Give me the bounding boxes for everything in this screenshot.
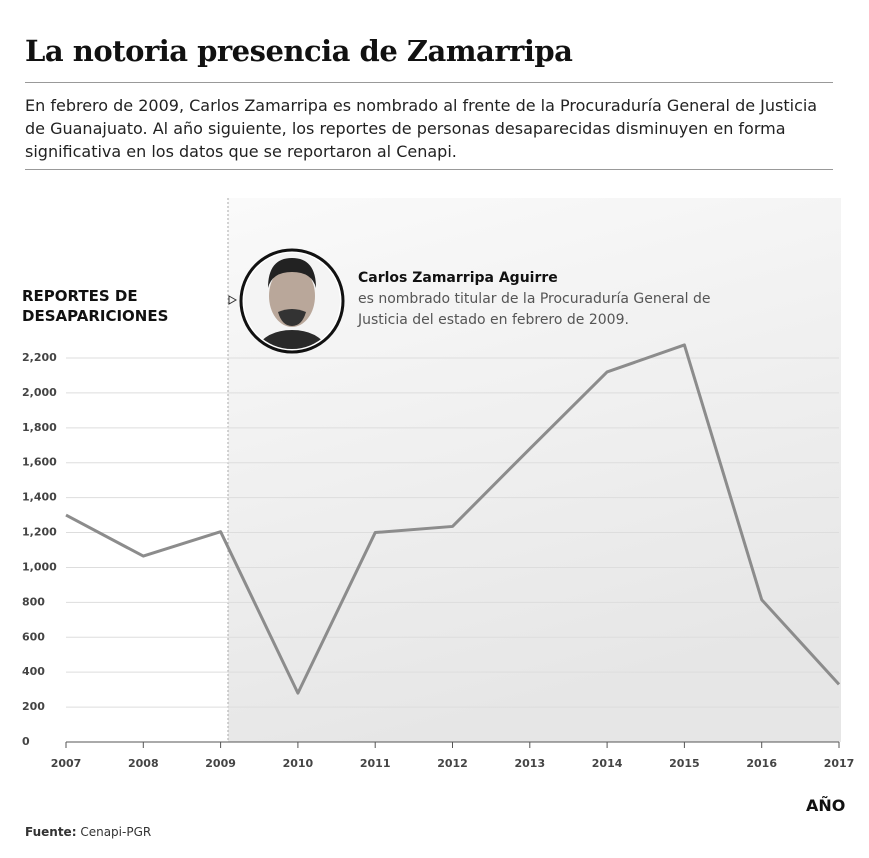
x-tick-label: 2012 [437,757,468,770]
chart-title: La notoria presencia de Zamarripa [25,34,573,68]
rule [25,82,833,83]
x-axis-label: AÑO [806,796,846,815]
y-tick-label: 0 [22,735,30,748]
source: Fuente: Cenapi-PGR [25,825,151,839]
x-tick-label: 2011 [360,757,391,770]
x-tick-label: 2014 [592,757,623,770]
y-tick-label: 2,000 [22,386,57,399]
x-tick-label: 2017 [824,757,855,770]
y-tick-label: 2,200 [22,351,57,364]
annotation: Carlos Zamarripa Aguirre es nombrado titu… [358,268,738,331]
subtitle: En febrero de 2009, Carlos Zamarripa es … [25,96,818,161]
y-tick-label: 1,200 [22,526,57,539]
x-tick-label: 2016 [746,757,777,770]
annotation-text: es nombrado titular de la Procuraduría G… [358,291,711,328]
source-text: Cenapi-PGR [80,825,152,839]
y-tick-label: 600 [22,630,45,643]
x-tick-label: 2007 [51,757,82,770]
x-tick-label: 2008 [128,757,159,770]
y-tick-label: 800 [22,595,45,608]
y-tick-label: 400 [22,665,45,678]
y-tick-label: 1,400 [22,491,57,504]
x-tick-label: 2010 [283,757,314,770]
x-tick-label: 2015 [669,757,700,770]
x-tick-label: 2013 [514,757,545,770]
data-line [65,343,841,695]
y-tick-label: 1,800 [22,421,57,434]
portrait [239,248,345,354]
pointer [228,295,238,305]
x-tick-label: 2009 [205,757,236,770]
y-tick-label: 200 [22,700,45,713]
y-tick-label: 1,000 [22,560,57,573]
rule [25,169,833,170]
source-label: Fuente: [25,825,77,839]
y-axis-label: REPORTES DE DESAPARICIONES [22,287,169,325]
y-tick-label: 1,600 [22,456,57,469]
annotation-title: Carlos Zamarripa Aguirre [358,270,558,286]
